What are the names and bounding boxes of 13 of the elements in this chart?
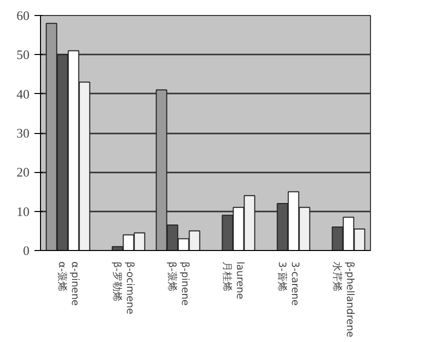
- y-tick-label: 30: [16, 126, 30, 140]
- y-tick-label: 50: [16, 47, 30, 62]
- x-tick-label: laurene 月桂烯: [220, 262, 246, 300]
- x-tick-label: β-pinene β-蒎烯: [166, 262, 190, 306]
- y-tick-label: 0: [23, 243, 30, 258]
- y-tick-label: 20: [16, 164, 30, 180]
- x-tick-label: α-pinene α-蒎烯: [56, 262, 80, 306]
- x-tick-label: β-phellandrene 水芹烯: [330, 262, 356, 338]
- y-tick-label: 10: [16, 204, 30, 219]
- y-tick-label: 60: [16, 8, 30, 23]
- x-tick-label: β-ocimene β-罗勒烯: [110, 262, 136, 314]
- x-tick-label: 3-carene 3-蒈烯: [276, 262, 300, 306]
- y-tick-label: 40: [16, 86, 30, 102]
